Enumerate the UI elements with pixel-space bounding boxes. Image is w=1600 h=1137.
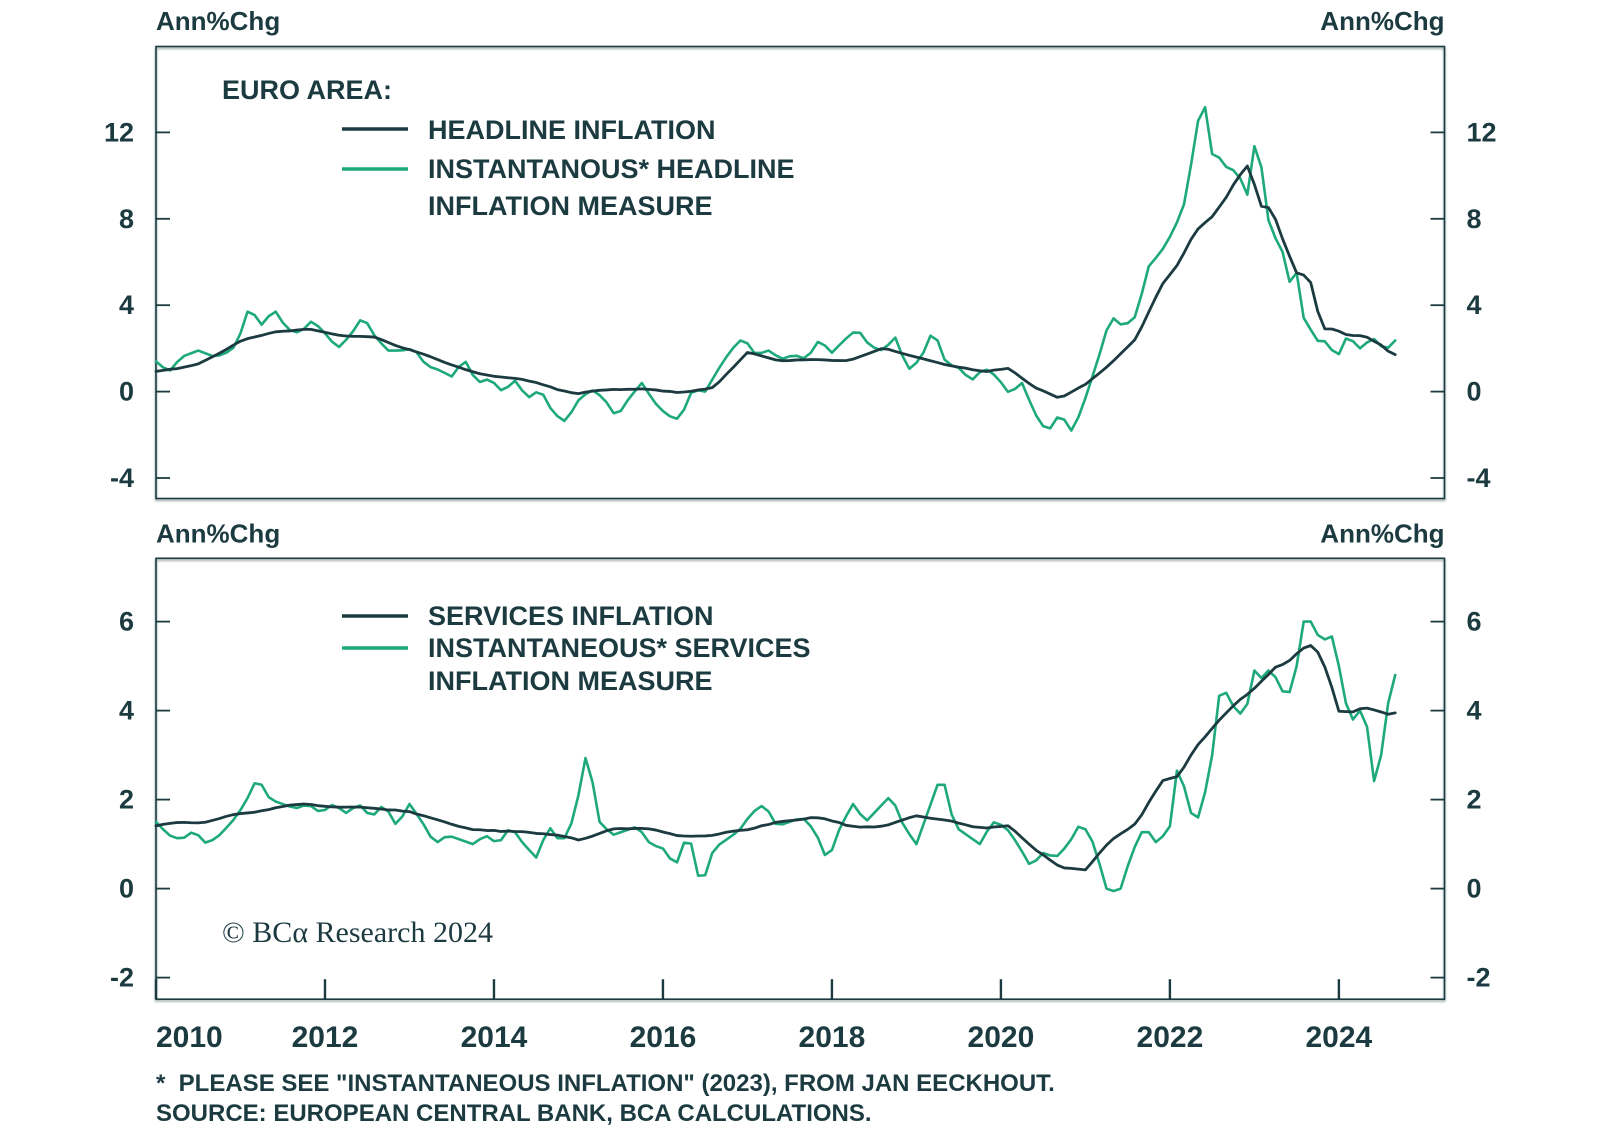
- svg-text:HEADLINE INFLATION: HEADLINE INFLATION: [428, 115, 715, 145]
- svg-text:6: 6: [119, 607, 134, 637]
- svg-text:12: 12: [104, 117, 134, 147]
- svg-text:INFLATION MEASURE: INFLATION MEASURE: [428, 191, 713, 221]
- svg-text:-4: -4: [1467, 463, 1491, 493]
- svg-text:INSTANTANOUS* HEADLINE: INSTANTANOUS* HEADLINE: [428, 154, 795, 184]
- svg-text:0: 0: [1467, 377, 1482, 407]
- svg-text:2014: 2014: [461, 1021, 528, 1054]
- svg-text:Ann%Chg: Ann%Chg: [156, 6, 280, 36]
- svg-text:0: 0: [1467, 874, 1482, 904]
- svg-text:Ann%Chg: Ann%Chg: [1320, 518, 1444, 548]
- svg-text:4: 4: [119, 290, 134, 320]
- svg-text:4: 4: [119, 696, 134, 726]
- svg-text:2: 2: [119, 785, 134, 815]
- svg-text:2010: 2010: [156, 1021, 223, 1054]
- svg-text:2: 2: [1467, 785, 1482, 815]
- svg-text:8: 8: [119, 204, 134, 234]
- svg-text:2022: 2022: [1137, 1021, 1204, 1054]
- svg-text:4: 4: [1467, 290, 1482, 320]
- svg-text:INFLATION MEASURE: INFLATION MEASURE: [428, 666, 713, 696]
- svg-text:-2: -2: [110, 963, 134, 993]
- svg-text:6: 6: [1467, 607, 1482, 637]
- svg-text:Ann%Chg: Ann%Chg: [156, 518, 280, 548]
- svg-text:12: 12: [1467, 117, 1497, 147]
- svg-text:EURO AREA:: EURO AREA:: [222, 75, 392, 105]
- svg-text:© BCα Research 2024: © BCα Research 2024: [222, 916, 493, 949]
- svg-text:2020: 2020: [968, 1021, 1035, 1054]
- svg-text:Ann%Chg: Ann%Chg: [1320, 6, 1444, 36]
- svg-text:SOURCE: EUROPEAN CENTRAL BANK,: SOURCE: EUROPEAN CENTRAL BANK, BCA CALCU…: [156, 1100, 872, 1127]
- svg-text:0: 0: [119, 874, 134, 904]
- svg-text:-4: -4: [110, 463, 134, 493]
- svg-text:2024: 2024: [1306, 1021, 1373, 1054]
- svg-text:INSTANTANEOUS* SERVICES: INSTANTANEOUS* SERVICES: [428, 633, 811, 663]
- svg-text:4: 4: [1467, 696, 1482, 726]
- svg-text:-2: -2: [1467, 963, 1491, 993]
- svg-text:8: 8: [1467, 204, 1482, 234]
- svg-text:2012: 2012: [292, 1021, 359, 1054]
- svg-text:0: 0: [119, 377, 134, 407]
- svg-text:2018: 2018: [799, 1021, 866, 1054]
- svg-text:2016: 2016: [630, 1021, 697, 1054]
- svg-text:SERVICES INFLATION: SERVICES INFLATION: [428, 601, 714, 631]
- svg-text:* PLEASE SEE "INSTANTANEOUS I: * PLEASE SEE "INSTANTANEOUS INFLATION" (…: [156, 1070, 1055, 1097]
